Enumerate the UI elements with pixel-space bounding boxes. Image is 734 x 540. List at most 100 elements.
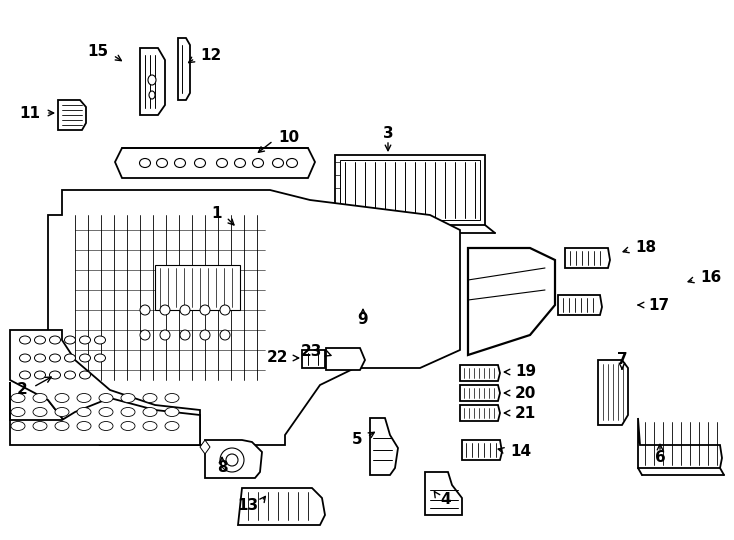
Ellipse shape [121, 422, 135, 430]
Polygon shape [140, 48, 165, 115]
Text: 19: 19 [515, 364, 536, 380]
Circle shape [226, 454, 238, 466]
Ellipse shape [77, 394, 91, 402]
Text: 12: 12 [200, 48, 221, 63]
Ellipse shape [99, 394, 113, 402]
Circle shape [220, 305, 230, 315]
Text: 4: 4 [440, 492, 451, 508]
Text: 17: 17 [648, 298, 669, 313]
Ellipse shape [143, 408, 157, 416]
Text: 21: 21 [515, 406, 537, 421]
Polygon shape [238, 488, 325, 525]
Ellipse shape [77, 422, 91, 430]
Ellipse shape [272, 159, 283, 167]
Ellipse shape [20, 354, 31, 362]
Polygon shape [115, 148, 315, 178]
Polygon shape [638, 418, 722, 468]
Ellipse shape [143, 422, 157, 430]
Circle shape [160, 330, 170, 340]
Polygon shape [48, 190, 460, 445]
Text: 1: 1 [211, 206, 222, 220]
Text: 5: 5 [352, 433, 362, 448]
Ellipse shape [99, 408, 113, 416]
Ellipse shape [143, 394, 157, 402]
Polygon shape [10, 382, 200, 445]
Ellipse shape [149, 91, 155, 99]
Ellipse shape [252, 159, 264, 167]
Polygon shape [302, 350, 325, 368]
Ellipse shape [11, 422, 25, 430]
Ellipse shape [95, 336, 106, 344]
Circle shape [140, 330, 150, 340]
Ellipse shape [20, 371, 31, 379]
Ellipse shape [165, 422, 179, 430]
Circle shape [220, 330, 230, 340]
Ellipse shape [55, 422, 69, 430]
Polygon shape [425, 472, 462, 515]
Ellipse shape [79, 354, 90, 362]
Polygon shape [558, 295, 602, 315]
Text: 7: 7 [617, 353, 628, 368]
Text: 18: 18 [635, 240, 656, 255]
Ellipse shape [65, 354, 76, 362]
Ellipse shape [165, 408, 179, 416]
Polygon shape [205, 440, 262, 478]
Ellipse shape [34, 371, 46, 379]
Ellipse shape [175, 159, 186, 167]
Ellipse shape [165, 394, 179, 402]
Polygon shape [598, 360, 628, 425]
Circle shape [160, 305, 170, 315]
Text: 16: 16 [700, 271, 722, 286]
Ellipse shape [20, 336, 31, 344]
Circle shape [180, 305, 190, 315]
Ellipse shape [33, 394, 47, 402]
Text: 14: 14 [510, 444, 531, 460]
Text: 22: 22 [266, 350, 288, 366]
Polygon shape [340, 160, 480, 220]
Ellipse shape [11, 394, 25, 402]
Text: 8: 8 [217, 461, 228, 476]
Ellipse shape [11, 408, 25, 416]
Polygon shape [565, 248, 610, 268]
Polygon shape [200, 440, 210, 454]
Text: 10: 10 [278, 130, 299, 145]
Circle shape [220, 448, 244, 472]
Polygon shape [326, 348, 365, 370]
Ellipse shape [49, 371, 60, 379]
Ellipse shape [34, 354, 46, 362]
Polygon shape [58, 100, 86, 130]
Ellipse shape [79, 371, 90, 379]
Ellipse shape [49, 336, 60, 344]
Ellipse shape [55, 394, 69, 402]
Polygon shape [370, 418, 398, 475]
Ellipse shape [33, 408, 47, 416]
Circle shape [200, 330, 210, 340]
Text: 20: 20 [515, 386, 537, 401]
Polygon shape [462, 440, 502, 460]
Ellipse shape [234, 159, 245, 167]
Ellipse shape [139, 159, 150, 167]
Ellipse shape [65, 371, 76, 379]
Ellipse shape [79, 336, 90, 344]
Polygon shape [330, 298, 415, 318]
Text: 2: 2 [18, 382, 28, 397]
Polygon shape [468, 248, 555, 355]
Text: 11: 11 [19, 105, 40, 120]
Ellipse shape [49, 354, 60, 362]
Circle shape [140, 305, 150, 315]
Ellipse shape [99, 422, 113, 430]
Ellipse shape [286, 159, 297, 167]
Text: 23: 23 [301, 345, 322, 360]
Ellipse shape [121, 394, 135, 402]
Ellipse shape [95, 354, 106, 362]
Ellipse shape [33, 422, 47, 430]
Circle shape [200, 305, 210, 315]
Ellipse shape [156, 159, 167, 167]
Ellipse shape [34, 336, 46, 344]
Polygon shape [460, 385, 500, 401]
Ellipse shape [195, 159, 206, 167]
Ellipse shape [77, 408, 91, 416]
Circle shape [180, 330, 190, 340]
Polygon shape [155, 265, 240, 310]
Text: 15: 15 [87, 44, 108, 59]
